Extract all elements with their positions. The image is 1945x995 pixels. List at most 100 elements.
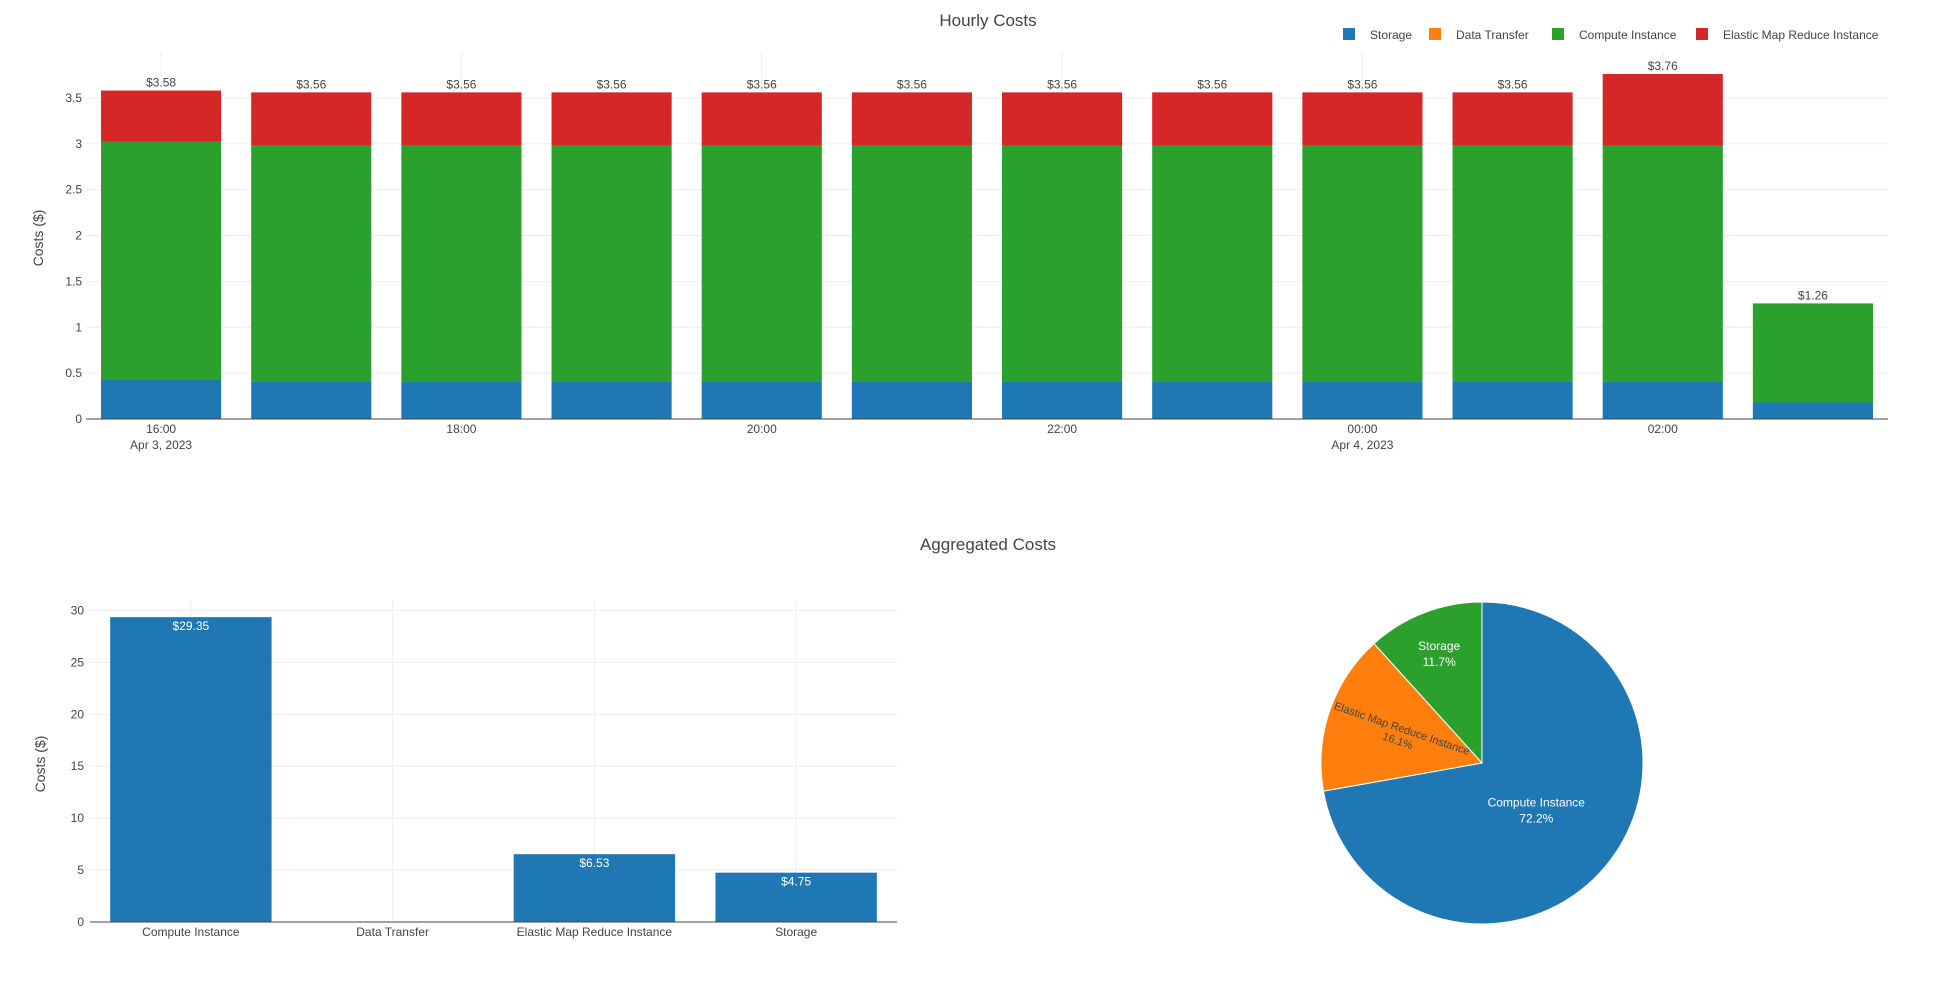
hourly-bar-elastic-map-reduce-instance <box>1452 92 1573 146</box>
hourly-bar-compute-instance <box>401 145 522 382</box>
hourly-bar-elastic-map-reduce-instance <box>251 92 372 146</box>
hourly-costs-chart: 0 0.5 1 1.5 2 2.5 3 3.5 $3.58 $3.56 $3.56 $3.56 $3.5… <box>65 52 1888 452</box>
hourly-bar-elastic-map-reduce-instance <box>1002 92 1123 146</box>
hourly-bar-storage <box>1452 381 1573 419</box>
legend-swatch-storage <box>1343 28 1355 40</box>
hourly-total-label: $3.56 <box>597 77 627 91</box>
hourly-total-label: $3.56 <box>747 77 777 91</box>
agg-bar-elastic-map-reduce-instance <box>513 854 676 922</box>
pie-label-storage: Storage <box>1418 639 1460 653</box>
legend-label-storage: Storage <box>1370 28 1412 42</box>
hourly-bar-compute-instance <box>1602 145 1723 382</box>
hourly-total-label: $1.26 <box>1798 288 1828 302</box>
legend-label-elastic-map-reduce-instance: Elastic Map Reduce Instance <box>1723 28 1879 42</box>
hourly-y-tick-label: 3.5 <box>65 91 82 105</box>
agg-x-tick-label: Compute Instance <box>142 925 240 939</box>
pie-percent-compute-instance: 72.2% <box>1519 811 1553 825</box>
hourly-bar-storage <box>401 381 522 419</box>
agg-x-tick-label: Data Transfer <box>356 925 429 939</box>
hourly-bar-storage <box>1752 402 1873 419</box>
hourly-y-tick-label: 1.5 <box>65 274 82 288</box>
hourly-total-label: $3.76 <box>1648 59 1678 73</box>
aggregated-bar-chart: 0 5 10 15 20 25 30 $29.35 Compute Instance Data T… <box>71 600 897 939</box>
hourly-bar-elastic-map-reduce-instance <box>851 92 972 146</box>
hourly-bar-compute-instance <box>1002 145 1123 382</box>
hourly-x-tick-label: 02:00 <box>1648 422 1678 436</box>
hourly-bar-elastic-map-reduce-instance <box>551 92 672 146</box>
hourly-y-tick-label: 0 <box>75 412 82 426</box>
legend-label-compute-instance: Compute Instance <box>1579 28 1677 42</box>
agg-y-tick-label: 20 <box>71 707 85 721</box>
hourly-total-label: $3.56 <box>296 77 326 91</box>
legend-label-data-transfer: Data Transfer <box>1456 28 1529 42</box>
aggregated-costs-title: Aggregated Costs <box>920 535 1056 554</box>
hourly-bar-compute-instance <box>1452 145 1573 382</box>
aggregated-y-axis-label: Costs ($) <box>32 736 48 793</box>
hourly-x-tick-label: Apr 3, 2023 <box>130 438 192 452</box>
agg-y-tick-label: 30 <box>71 603 85 617</box>
hourly-y-tick-label: 0.5 <box>65 366 82 380</box>
hourly-x-tick-label: 00:00 <box>1347 422 1377 436</box>
pie-slice-compute-instance <box>1322 601 1644 925</box>
hourly-bar-compute-instance <box>1302 145 1423 382</box>
agg-y-tick-label: 10 <box>71 811 85 825</box>
pie-slice-elastic-map-reduce-instance <box>1320 642 1483 792</box>
legend-swatch-compute-instance <box>1552 28 1564 40</box>
hourly-y-tick-label: 2.5 <box>65 183 82 197</box>
hourly-bar-storage <box>701 381 822 419</box>
hourly-total-label: $3.58 <box>146 76 176 90</box>
pie-label-compute-instance: Compute Instance <box>1488 795 1586 809</box>
hourly-total-label: $3.56 <box>897 77 927 91</box>
hourly-y-tick-label: 1 <box>75 320 82 334</box>
legend-swatch-elastic-map-reduce-instance <box>1696 28 1708 40</box>
agg-y-tick-label: 25 <box>71 655 85 669</box>
hourly-y-axis-label: Costs ($) <box>30 210 46 267</box>
agg-y-tick-label: 0 <box>77 915 84 929</box>
hourly-bar-storage <box>551 381 672 419</box>
hourly-x-tick-label: 18:00 <box>446 422 476 436</box>
hourly-bar-elastic-map-reduce-instance <box>1152 92 1273 146</box>
hourly-bar-compute-instance <box>101 141 222 380</box>
hourly-x-tick-label: 22:00 <box>1047 422 1077 436</box>
agg-x-tick-label: Elastic Map Reduce Instance <box>517 925 673 939</box>
hourly-bar-elastic-map-reduce-instance <box>1302 92 1423 146</box>
agg-bar-value-label: $6.53 <box>579 856 609 870</box>
hourly-total-label: $3.56 <box>1197 77 1227 91</box>
hourly-total-label: $3.56 <box>446 77 476 91</box>
hourly-bar-elastic-map-reduce-instance <box>701 92 822 146</box>
hourly-total-label: $3.56 <box>1347 77 1377 91</box>
hourly-bar-storage <box>1002 381 1123 419</box>
hourly-bar-storage <box>1152 381 1273 419</box>
agg-bar-storage <box>715 872 877 922</box>
hourly-costs-title: Hourly Costs <box>939 11 1036 30</box>
hourly-bar-storage <box>101 379 222 419</box>
hourly-bar-compute-instance <box>1752 303 1873 403</box>
legend-swatch-data-transfer <box>1429 28 1441 40</box>
agg-y-tick-label: 15 <box>71 759 85 773</box>
agg-bar-value-label: $29.35 <box>173 619 210 633</box>
agg-bar-compute-instance <box>110 617 272 922</box>
hourly-y-tick-label: 2 <box>75 229 82 243</box>
agg-y-tick-label: 5 <box>77 863 84 877</box>
hourly-bar-storage <box>1602 381 1723 419</box>
hourly-bar-compute-instance <box>701 145 822 382</box>
hourly-x-tick-label: Apr 4, 2023 <box>1331 438 1393 452</box>
hourly-bar-compute-instance <box>1152 145 1273 382</box>
agg-x-tick-label: Storage <box>775 925 817 939</box>
hourly-bar-storage <box>251 381 372 419</box>
hourly-bar-storage <box>851 381 972 419</box>
hourly-x-tick-label: 20:00 <box>747 422 777 436</box>
hourly-bar-elastic-map-reduce-instance <box>401 92 522 146</box>
pie-percent-storage: 11.7% <box>1423 655 1456 669</box>
agg-bar-value-label: $4.75 <box>781 875 811 889</box>
hourly-bar-elastic-map-reduce-instance <box>101 90 222 142</box>
hourly-total-label: $3.56 <box>1498 77 1528 91</box>
hourly-bar-storage <box>1302 381 1423 419</box>
hourly-legend[interactable]: Storage Data Transfer Compute Instance Elas… <box>1343 28 1879 42</box>
hourly-y-tick-label: 3 <box>75 137 82 151</box>
hourly-total-label: $3.56 <box>1047 77 1077 91</box>
hourly-bar-compute-instance <box>251 145 372 382</box>
